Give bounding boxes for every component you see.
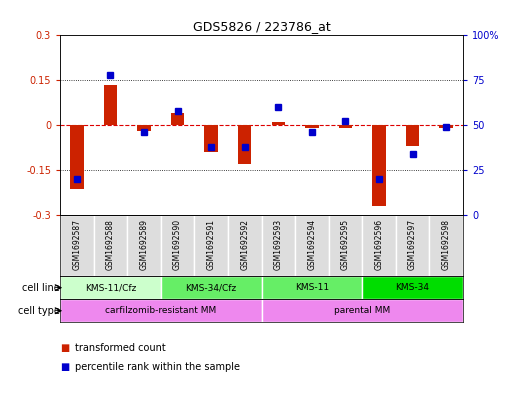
Text: GSM1692588: GSM1692588 <box>106 219 115 270</box>
Bar <box>372 125 385 206</box>
Bar <box>362 276 463 299</box>
Text: GSM1692592: GSM1692592 <box>240 219 249 270</box>
Bar <box>171 113 184 125</box>
Text: cell line: cell line <box>22 283 60 293</box>
Bar <box>238 125 252 164</box>
Text: ■: ■ <box>60 362 70 373</box>
Bar <box>228 215 262 276</box>
Text: ■: ■ <box>60 343 70 353</box>
Bar <box>406 125 419 146</box>
Text: KMS-11/Cfz: KMS-11/Cfz <box>85 283 136 292</box>
Bar <box>429 215 463 276</box>
Bar <box>60 276 161 299</box>
Bar <box>305 125 319 128</box>
Bar <box>70 125 84 189</box>
Title: GDS5826 / 223786_at: GDS5826 / 223786_at <box>192 20 331 33</box>
Text: GSM1692596: GSM1692596 <box>374 219 383 270</box>
Bar <box>328 215 362 276</box>
Bar <box>362 215 396 276</box>
Text: GSM1692594: GSM1692594 <box>308 219 316 270</box>
Bar <box>60 299 262 322</box>
Text: GSM1692587: GSM1692587 <box>72 219 82 270</box>
Text: KMS-11: KMS-11 <box>295 283 329 292</box>
Text: GSM1692597: GSM1692597 <box>408 219 417 270</box>
Bar <box>104 84 117 125</box>
Bar <box>339 125 352 128</box>
Text: parental MM: parental MM <box>334 306 390 315</box>
Text: GSM1692591: GSM1692591 <box>207 219 215 270</box>
Bar <box>396 215 429 276</box>
Text: GSM1692589: GSM1692589 <box>140 219 149 270</box>
Text: GSM1692595: GSM1692595 <box>341 219 350 270</box>
Bar <box>60 215 94 276</box>
Text: KMS-34: KMS-34 <box>395 283 429 292</box>
Bar <box>161 215 195 276</box>
Bar <box>138 125 151 131</box>
Text: carfilzomib-resistant MM: carfilzomib-resistant MM <box>105 306 217 315</box>
Bar <box>262 299 463 322</box>
Bar <box>127 215 161 276</box>
Text: GSM1692593: GSM1692593 <box>274 219 283 270</box>
Bar <box>295 215 328 276</box>
Text: percentile rank within the sample: percentile rank within the sample <box>75 362 240 373</box>
Bar <box>195 215 228 276</box>
Bar <box>439 125 453 128</box>
Text: GSM1692598: GSM1692598 <box>441 219 451 270</box>
Bar <box>161 276 262 299</box>
Bar <box>262 215 295 276</box>
Bar <box>262 276 362 299</box>
Text: GSM1692590: GSM1692590 <box>173 219 182 270</box>
Bar <box>204 125 218 152</box>
Text: transformed count: transformed count <box>75 343 166 353</box>
Text: KMS-34/Cfz: KMS-34/Cfz <box>186 283 237 292</box>
Bar <box>271 122 285 125</box>
Bar <box>94 215 127 276</box>
Text: cell type: cell type <box>18 306 60 316</box>
